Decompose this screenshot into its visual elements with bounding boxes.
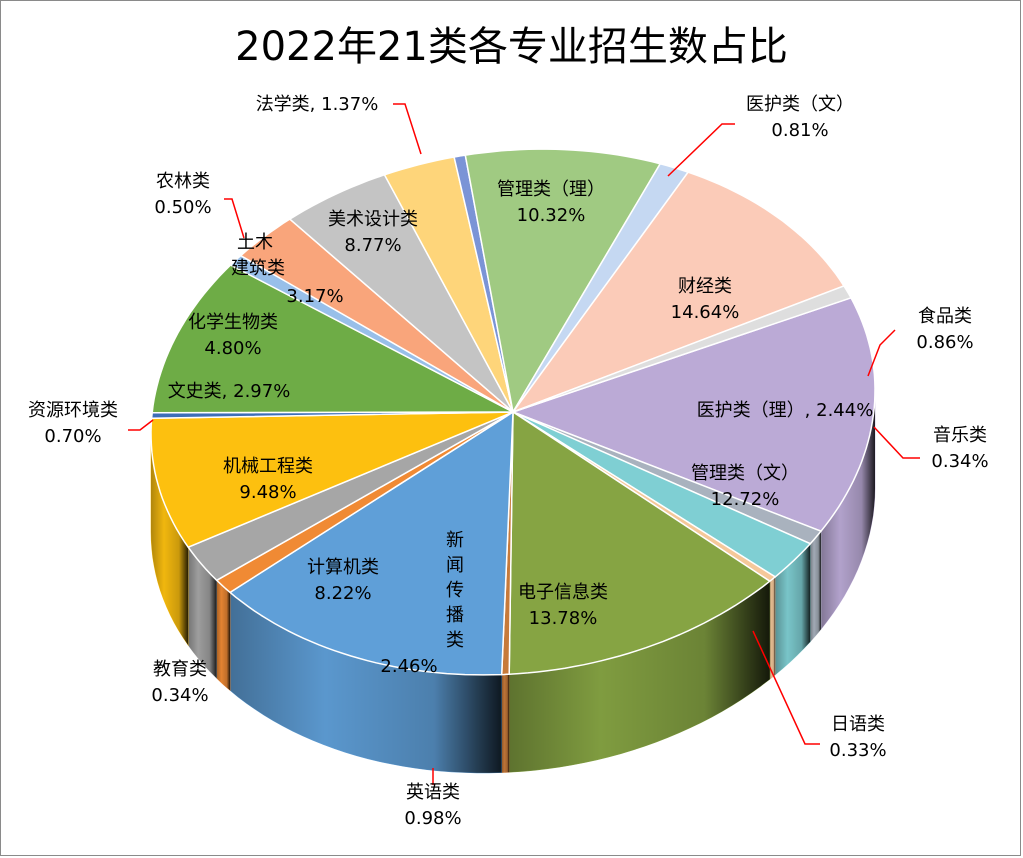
slice-label-0: 财经类 14.64%: [671, 276, 740, 323]
slice-label-char: 新: [446, 530, 464, 551]
slice-name: 化学生物类: [188, 312, 278, 333]
pie-slice-13: [240, 218, 514, 413]
slice-name: 资源环境类: [28, 400, 118, 421]
slice-label-10: 教育类 0.34%: [151, 659, 208, 706]
pie-slice-20: [512, 285, 852, 413]
slice-percent: 12.72%: [711, 489, 780, 510]
slice-name: 教育类: [153, 659, 207, 680]
pie-side-shade-1: [810, 531, 821, 642]
slice-name: 日语类: [831, 714, 885, 735]
pie-side-shade-0: [821, 390, 875, 630]
slice-name: 财经类: [678, 276, 732, 297]
slice-name: 英语类: [406, 782, 460, 803]
pie-side-shade-6: [230, 592, 502, 773]
leader-line-18: [393, 103, 422, 155]
pie-slice-15: [383, 156, 514, 413]
pie-side-shade-9: [151, 433, 189, 646]
slice-percent: 9.48%: [239, 482, 296, 503]
slice-name: 食品类: [918, 306, 972, 327]
slice-label-3: 音乐类 0.34%: [931, 425, 988, 472]
slice-label-1: 食品类 0.86%: [916, 306, 973, 353]
slice-label-7: 英语类 0.98%: [404, 782, 461, 829]
chart-title: 2022年21类各专业招生数占比: [235, 24, 788, 70]
pie-slice-14: [289, 174, 514, 413]
slice-percent: 0.50%: [154, 197, 211, 218]
slice-label-11: 机械工程类 9.48%: [223, 456, 313, 503]
pie-slice-19: [512, 171, 845, 413]
slice-percent: 4.80%: [204, 338, 261, 359]
slice-percent: 0.34%: [151, 685, 208, 706]
slice-percent: 14.64%: [671, 302, 740, 323]
slice-name: 法学类, 1.37%: [256, 94, 379, 115]
slice-percent: 2.46%: [380, 656, 437, 677]
pie-slice-2: [512, 411, 812, 578]
slice-label-14: 化学生物类 4.80%: [188, 312, 278, 359]
slice-percent: 0.33%: [829, 740, 886, 761]
pie-side-shade-5: [501, 674, 510, 773]
leader-line-5: [752, 630, 820, 745]
pie-slice-0: [512, 297, 876, 532]
pie-side-shade-8: [188, 547, 217, 679]
slice-label-16: 农林类 0.50%: [154, 171, 211, 218]
slice-percent: 8.77%: [344, 235, 401, 256]
slice-name: 土木: [237, 232, 273, 253]
slice-percent: 13.78%: [529, 608, 598, 629]
slice-label-20: 医护类（文） 0.81%: [746, 94, 854, 141]
pie-slice-11: [151, 264, 514, 414]
slice-label-9: 计算机类 8.22%: [307, 557, 379, 604]
slice-percent: 0.34%: [931, 451, 988, 472]
slice-percent: 10.32%: [517, 205, 586, 226]
slice-label-2: 医护类（理）, 2.44%: [697, 400, 874, 421]
slice-name: 计算机类: [307, 557, 379, 578]
slice-label-4: 管理类（文） 12.72%: [691, 463, 799, 510]
slice-label-char: 闻: [446, 555, 464, 576]
leader-line-12: [128, 419, 154, 431]
slice-label-12: 资源环境类 0.70%: [28, 400, 118, 447]
slice-name: 机械工程类: [223, 456, 313, 477]
leader-line-3: [873, 426, 920, 459]
slice-percent: 3.17%: [286, 286, 343, 307]
leader-line-16: [224, 198, 245, 239]
slice-name: 医护类（文）: [746, 94, 854, 115]
pie-slice-4: [508, 411, 771, 675]
slice-label-13: 文史类, 2.97%: [168, 381, 291, 402]
slice-percent: 0.86%: [916, 332, 973, 353]
pie-side-shade-7: [216, 580, 231, 691]
slice-label-5: 日语类 0.33%: [829, 714, 886, 761]
slice-label-6: 电子信息类 13.78%: [518, 582, 608, 629]
slice-name: 建筑类: [231, 258, 285, 279]
slice-name: 农林类: [156, 171, 210, 192]
pie-side-shade-4: [509, 581, 770, 773]
pie-slice-9: [150, 411, 514, 548]
slice-label-char: 播: [446, 605, 464, 626]
slice-label-19: 管理类（理） 10.32%: [497, 179, 605, 226]
slice-percent: 8.22%: [314, 583, 371, 604]
slice-name: 医护类（理）, 2.44%: [697, 400, 874, 421]
slice-label-char: 传: [446, 580, 464, 601]
slice-label-char: 类: [446, 630, 464, 651]
slice-name: 音乐类: [933, 425, 987, 446]
slice-name: 管理类（文）: [691, 463, 799, 484]
slice-name: 管理类（理）: [497, 179, 605, 200]
slice-name: 美术设计类: [328, 209, 418, 230]
slice-name: 电子信息类: [518, 582, 608, 603]
slice-label-17: 美术设计类 8.77%: [328, 209, 418, 256]
pie-slice-8: [187, 411, 514, 582]
pie-slice-6: [229, 411, 514, 676]
slice-percent: 0.70%: [44, 426, 101, 447]
slice-percent: 0.98%: [404, 808, 461, 829]
leader-line-1: [867, 329, 896, 377]
slice-name: 文史类, 2.97%: [168, 381, 291, 402]
slice-percent: 0.81%: [771, 120, 828, 141]
leader-line-20: [667, 123, 735, 177]
slice-label-18: 法学类, 1.37%: [256, 94, 379, 115]
pie-side-shade-2: [775, 543, 811, 675]
pie-side-shade-3: [769, 576, 776, 680]
pie-slice-17: [464, 148, 661, 413]
